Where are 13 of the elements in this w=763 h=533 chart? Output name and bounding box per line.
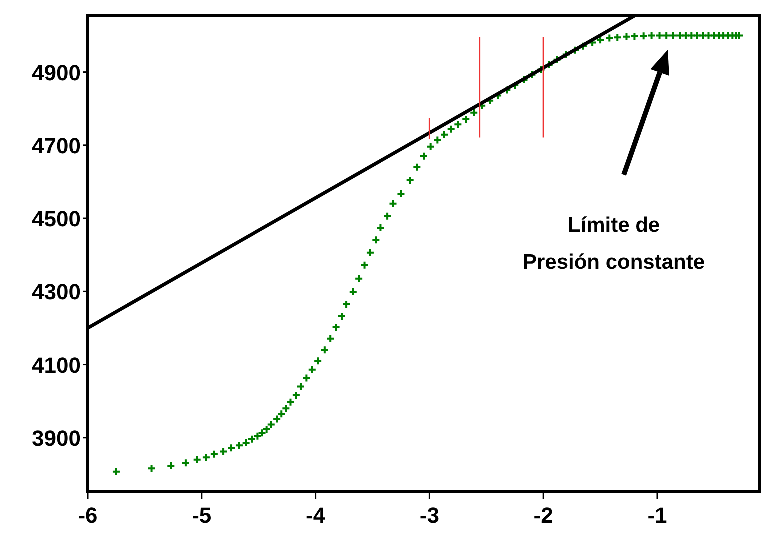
x-tick-label: -6 [78,503,98,528]
y-tick-label: 4500 [32,206,81,232]
y-tick-label: 4300 [32,280,81,305]
y-tick-label: 3900 [32,426,81,451]
y-tick-label: 4100 [32,352,81,378]
x-tick-label: -4 [306,503,326,528]
y-tick-label: 4700 [32,133,81,158]
annotation: Límite de Presión constante [522,214,706,274]
y-tick-label: 4900 [32,60,81,86]
x-tick-label: -3 [420,503,440,528]
x-tick-label: -5 [192,503,212,528]
x-tick-label: -1 [648,503,668,528]
x-tick-label: -2 [534,503,554,528]
